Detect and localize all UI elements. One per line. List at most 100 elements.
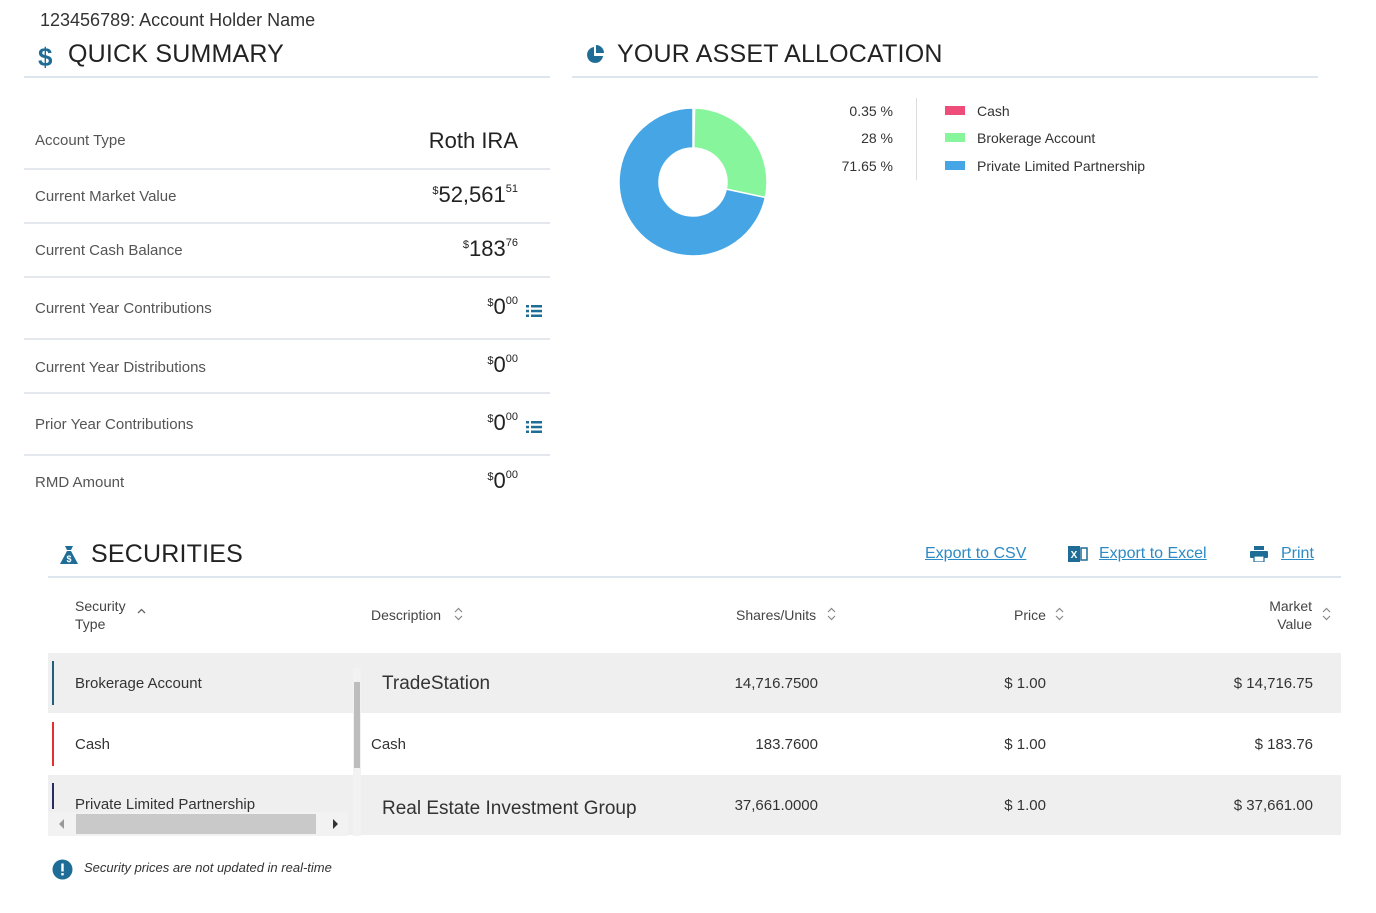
amount-whole: 183 [469,236,506,261]
svg-text:$: $ [66,554,71,564]
table-row[interactable] [48,714,1341,774]
summary-row-current-year-distributions: Current Year Distributions $000 [24,338,550,394]
legend-divider [916,98,917,180]
summary-label: RMD Amount [35,474,125,491]
sort-ascending-icon[interactable] [137,607,146,621]
summary-row-market-value: Current Market Value $52,56151 [24,168,550,224]
cell-description: TradeStation [382,673,491,694]
horizontal-scrollbar-thumb[interactable] [76,814,316,834]
summary-value: $000 [487,294,518,320]
securities-footnote: Security prices are not updated in real-… [84,860,332,875]
amount-whole: 52,561 [438,182,506,207]
money-bag-icon: $ [60,546,78,564]
summary-label: Current Year Distributions [35,359,206,376]
summary-value: $18376 [463,236,518,262]
summary-row-current-year-contributions: Current Year Contributions $000 [24,276,550,340]
scroll-left-arrow-icon[interactable] [56,817,66,831]
column-header-security-type[interactable]: Security Type [75,598,126,632]
summary-label: Current Year Contributions [35,300,212,317]
securities-title: SECURITIES [91,540,244,568]
amount-whole: 0 [493,468,506,493]
amount-cents: 00 [505,410,518,423]
currency-symbol: $ [487,413,494,425]
sort-icon[interactable] [827,607,836,621]
row-type-stripe-cash [52,722,54,766]
summary-row-account-type: Account Type Roth IRA [24,114,550,170]
table-row[interactable] [48,653,1341,713]
pie-chart-icon [587,45,604,63]
cell-market-value: $ 183.76 [1254,736,1313,753]
amount-cents: 51 [505,182,518,195]
dollar-icon: $ [38,42,53,72]
summary-row-rmd-amount: RMD Amount $000 [24,454,550,508]
cell-security-type: Brokerage Account [75,675,202,692]
quick-summary-divider [24,76,550,78]
summary-row-cash-balance: Current Cash Balance $18376 [24,222,550,278]
security-type-clip: Private Limited Partnership [48,775,353,812]
currency-symbol: $ [462,239,470,251]
currency-symbol: $ [432,185,439,197]
donut-slice-brokerage-account [692,107,768,199]
amount-cents: 00 [505,468,518,481]
account-holder-header: 123456789: Account Holder Name [40,10,316,30]
export-csv-link[interactable]: Export to CSV [925,545,1027,562]
summary-label: Current Market Value [35,188,177,205]
legend-label-cash: Cash [977,103,1010,119]
summary-value: $000 [487,410,518,436]
sort-icon[interactable] [1322,607,1331,621]
cell-security-type: Private Limited Partnership [75,796,256,812]
asset-allocation-donut-chart [618,107,768,257]
quick-summary-title: QUICK SUMMARY [68,40,285,68]
cell-security-type: Cash [75,736,111,753]
sort-icon[interactable] [1055,607,1064,621]
asset-allocation-divider [572,76,1318,78]
row-type-stripe-partnership [52,783,54,809]
summary-value: $000 [487,352,518,378]
summary-value: Roth IRA [428,128,518,153]
summary-label: Current Cash Balance [35,242,183,259]
column-header-market-value[interactable]: Market Value [1269,598,1312,632]
export-excel-link[interactable]: Export to Excel [1099,545,1207,562]
amount-whole: 0 [493,352,506,377]
legend-label-brokerage: Brokerage Account [977,130,1096,146]
summary-value: $52,56151 [432,182,518,208]
legend-label-partnership: Private Limited Partnership [977,158,1146,174]
summary-label: Prior Year Contributions [35,416,194,433]
cell-market-value: $ 37,661.00 [1233,797,1313,814]
cell-description: Cash [371,736,407,753]
excel-icon[interactable]: X [1068,545,1088,563]
cell-price: $ 1.00 [1004,736,1046,753]
print-link[interactable]: Print [1281,545,1314,562]
allocation-percent-cash: 0.35 % [849,103,893,119]
amount-cents: 76 [505,236,518,249]
column-header-description[interactable]: Description [371,607,442,623]
allocation-percent-partnership: 71.65 % [841,158,893,174]
summary-value: $000 [487,468,518,494]
asset-allocation-title: YOUR ASSET ALLOCATION [617,40,943,68]
donut-slice-private-limited-partnership [618,107,767,257]
cell-market-value: $ 14,716.75 [1233,675,1313,692]
row-type-stripe-brokerage [52,661,54,705]
cell-price: $ 1.00 [1004,797,1046,814]
print-icon[interactable] [1250,546,1268,562]
amount-cents: 00 [505,294,518,307]
summary-row-prior-year-contributions: Prior Year Contributions $000 [24,392,550,456]
amount-whole: 0 [493,294,506,319]
column-header-shares-units[interactable]: Shares/Units [736,607,817,623]
column-header-price[interactable]: Price [1014,607,1046,623]
amount-whole: 0 [493,410,506,435]
legend-swatch-cash [945,106,965,115]
legend-swatch-brokerage [945,133,965,142]
sort-icon[interactable] [454,607,463,621]
cell-description: Real Estate Investment Group [382,798,637,819]
list-icon[interactable] [526,304,542,318]
cell-shares: 37,661.0000 [734,797,818,814]
vertical-scrollbar-thumb[interactable] [354,682,360,768]
list-icon[interactable] [526,420,542,434]
currency-symbol: $ [487,355,494,367]
amount-cents: 00 [505,352,518,365]
info-alert-icon [52,859,73,880]
scroll-right-arrow-icon[interactable] [331,817,341,831]
cell-shares: 183.7600 [755,736,818,753]
securities-divider [48,576,1341,578]
